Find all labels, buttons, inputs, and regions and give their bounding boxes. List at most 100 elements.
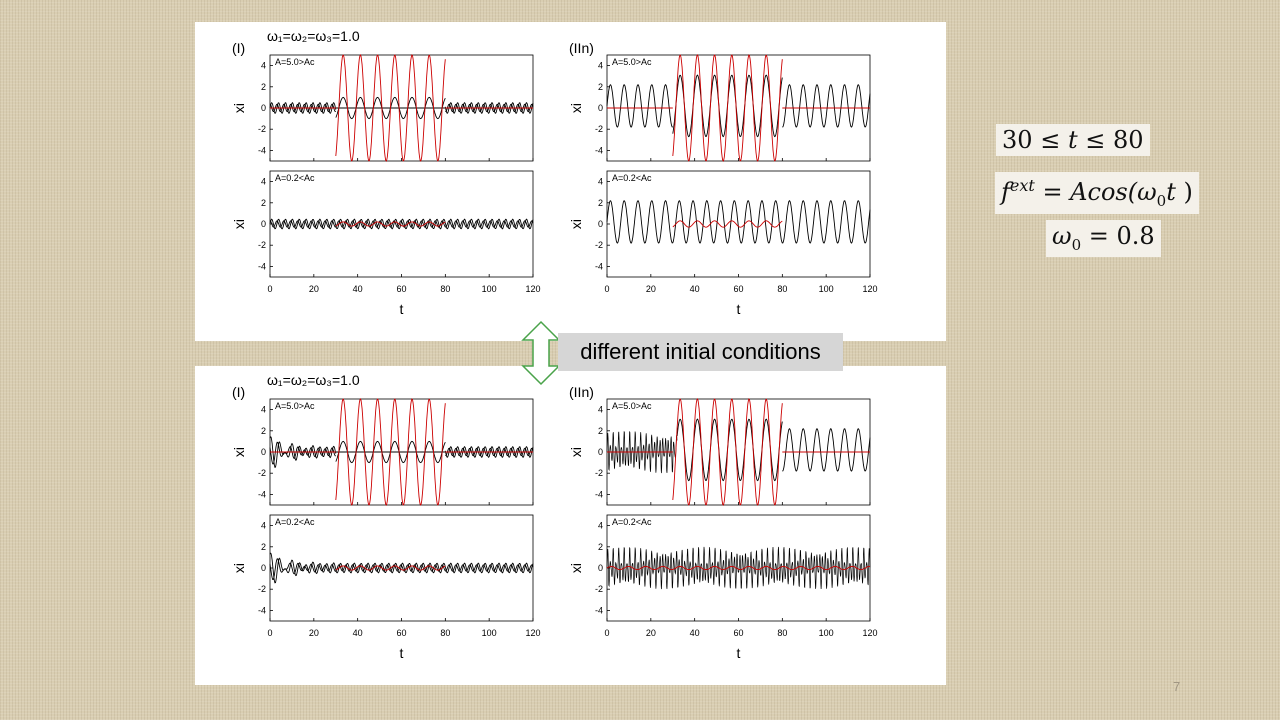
- x-tick-label: 60: [733, 628, 743, 638]
- y-tick-label: -2: [258, 468, 266, 478]
- eq1-var: t: [1067, 126, 1078, 154]
- x-tick-label: 120: [525, 284, 540, 294]
- block-title: ω₁=ω₂=ω₃=1.0: [267, 28, 360, 44]
- subplot-annotation: A=5.0>Ac: [612, 401, 652, 411]
- subplot-annotation: A=0.2<Ac: [612, 517, 652, 527]
- series-response-line: [269, 220, 534, 228]
- initial-conditions-label: different initial conditions: [558, 333, 843, 371]
- series-response-line: [606, 431, 678, 474]
- y-axis-label: xi: [231, 219, 247, 229]
- x-tick-label: 20: [646, 628, 656, 638]
- series-response-line: [606, 546, 871, 590]
- y-tick-label: 0: [261, 447, 266, 457]
- x-tick-label: 40: [353, 628, 363, 638]
- y-tick-label: -4: [595, 261, 603, 271]
- x-tick-label: 40: [690, 628, 700, 638]
- x-tick-label: 60: [396, 628, 406, 638]
- x-tick-label: 0: [267, 284, 272, 294]
- eq2-t: t: [1166, 178, 1176, 206]
- x-tick-label: 120: [862, 628, 877, 638]
- y-tick-label: -2: [258, 124, 266, 134]
- page-number: 7: [1173, 679, 1181, 694]
- subplot-i-1: 4 2 0 -2 -4 xi A=0.2<Ac: [231, 170, 534, 278]
- subplot-annotation: A=5.0>Ac: [275, 57, 315, 67]
- time-window-equation: 30 ≤ t ≤ 80: [996, 124, 1150, 156]
- x-tick-label: 0: [267, 628, 272, 638]
- y-axis-label: xi: [568, 219, 584, 229]
- eq2-f: f: [1001, 178, 1010, 206]
- y-tick-label: 0: [598, 219, 603, 229]
- subplot-i-1: 4 2 0 -2 -4 xi A=0.2<Ac: [231, 514, 534, 622]
- x-axis-label: t: [737, 301, 741, 317]
- y-tick-label: -2: [595, 124, 603, 134]
- y-tick-label: -2: [595, 584, 603, 594]
- series-response-line: [676, 418, 783, 482]
- subplot-iin-0: 4 2 0 -2 -4 xi A=5.0>Ac: [568, 54, 871, 162]
- subplot-iin-1: 4 2 0 -2 -4 xi A=0.2<Ac: [568, 514, 871, 622]
- x-tick-label: 100: [482, 628, 497, 638]
- x-tick-label: 20: [646, 284, 656, 294]
- y-tick-label: 4: [598, 177, 603, 187]
- x-tick-label: 120: [862, 284, 877, 294]
- y-tick-label: 4: [261, 405, 266, 415]
- eq1-op2: ≤: [1085, 126, 1106, 154]
- x-tick-label: 20: [309, 628, 319, 638]
- x-tick-label: 100: [819, 284, 834, 294]
- subplot-i-0: 4 2 0 -2 -4 xi A=5.0>Ac: [231, 54, 534, 162]
- eq2-sub: 0: [1156, 191, 1167, 210]
- subplot-annotation: A=5.0>Ac: [275, 401, 315, 411]
- y-tick-label: -2: [595, 468, 603, 478]
- y-tick-label: -2: [258, 240, 266, 250]
- y-tick-label: -2: [258, 584, 266, 594]
- series-response-line: [782, 428, 871, 472]
- x-axis-label: t: [400, 645, 404, 661]
- series-forcing-line: [606, 565, 870, 571]
- eq2-sup: ext: [1009, 176, 1035, 195]
- series-forcing-line: [335, 221, 446, 227]
- y-tick-label: 2: [261, 542, 266, 552]
- y-tick-label: 4: [598, 521, 603, 531]
- y-tick-label: 2: [598, 542, 603, 552]
- x-axis-label: t: [400, 301, 404, 317]
- panel-label: (IIn): [569, 384, 594, 400]
- y-tick-label: 0: [261, 103, 266, 113]
- series-response-line: [445, 103, 534, 113]
- x-tick-label: 80: [440, 284, 450, 294]
- x-tick-label: 100: [482, 284, 497, 294]
- eq2-rest: = Acos(ω: [1034, 178, 1157, 206]
- y-tick-label: 2: [598, 82, 603, 92]
- y-tick-label: 2: [261, 82, 266, 92]
- series-forcing-line: [672, 220, 783, 228]
- x-axis-label: t: [737, 645, 741, 661]
- y-tick-label: 4: [598, 405, 603, 415]
- y-axis-label: xi: [568, 447, 584, 457]
- y-tick-label: 2: [261, 426, 266, 436]
- series-response-line: [269, 436, 337, 468]
- x-tick-label: 60: [396, 284, 406, 294]
- eq3-rest: = 0.8: [1081, 222, 1155, 250]
- y-tick-label: -4: [595, 489, 603, 499]
- omega-equation: ω0 = 0.8: [1046, 220, 1161, 257]
- y-tick-label: 0: [261, 563, 266, 573]
- y-tick-label: -2: [595, 240, 603, 250]
- series-forcing-line: [335, 565, 446, 571]
- y-tick-label: -4: [258, 489, 266, 499]
- eq3-omega: ω: [1052, 222, 1072, 250]
- series-response-line: [445, 447, 534, 457]
- x-tick-label: 80: [777, 628, 787, 638]
- y-tick-label: 4: [261, 521, 266, 531]
- y-tick-label: 2: [261, 198, 266, 208]
- x-tick-label: 60: [733, 284, 743, 294]
- block-title: ω₁=ω₂=ω₃=1.0: [267, 372, 360, 388]
- x-tick-label: 40: [690, 284, 700, 294]
- subplot-annotation: A=0.2<Ac: [275, 173, 315, 183]
- x-tick-label: 0: [604, 284, 609, 294]
- x-tick-label: 80: [777, 284, 787, 294]
- x-tick-label: 0: [604, 628, 609, 638]
- subplot-i-0: 4 2 0 -2 -4 xi A=5.0>Ac: [231, 398, 534, 506]
- series-response-line: [606, 84, 673, 128]
- x-tick-label: 40: [353, 284, 363, 294]
- y-tick-label: -4: [258, 605, 266, 615]
- y-axis-label: xi: [231, 103, 247, 113]
- series-forcing-line: [335, 54, 446, 162]
